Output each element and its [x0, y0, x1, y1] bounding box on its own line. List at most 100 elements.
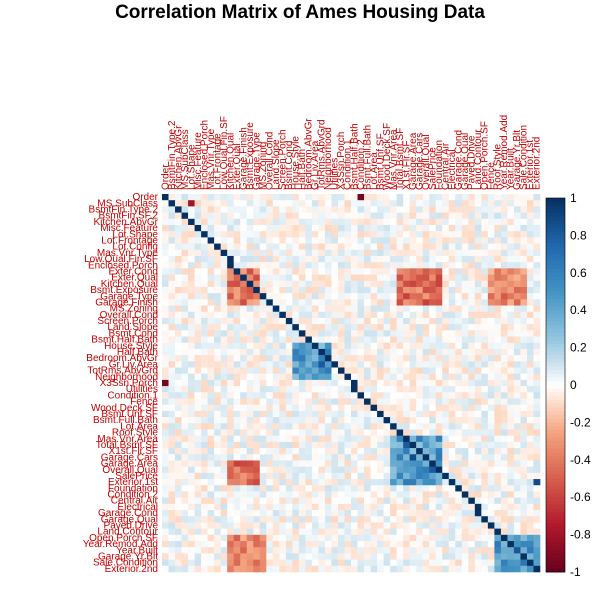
- heatmap-cell: [175, 361, 182, 368]
- heatmap-cell: [188, 237, 195, 244]
- heatmap-cell: [403, 206, 410, 213]
- heatmap-cell: [507, 522, 515, 529]
- heatmap-cell: [175, 547, 182, 554]
- heatmap-cell: [422, 311, 430, 319]
- heatmap-cell: [162, 541, 169, 548]
- heatmap-cell: [233, 448, 241, 455]
- heatmap-cell: [403, 194, 410, 201]
- heatmap-cell: [181, 479, 189, 486]
- heatmap-cell: [279, 218, 287, 226]
- heatmap-cell: [357, 194, 365, 201]
- heatmap-cell: [168, 218, 176, 226]
- heatmap-cell: [513, 342, 521, 350]
- heatmap-cell: [390, 466, 397, 474]
- heatmap-cell: [351, 497, 358, 505]
- colorbar-segment: [546, 523, 565, 528]
- heatmap-cell: [435, 224, 443, 232]
- heatmap-cell: [364, 373, 371, 381]
- heatmap-cell: [259, 423, 267, 430]
- heatmap-cell: [298, 503, 306, 511]
- heatmap-cell: [207, 410, 215, 418]
- heatmap-cell: [201, 497, 208, 505]
- heatmap-cell: [298, 522, 306, 529]
- heatmap-cell: [201, 460, 208, 467]
- heatmap-cell: [435, 441, 443, 449]
- heatmap-cell: [370, 423, 378, 430]
- heatmap-cell: [448, 497, 456, 505]
- heatmap-cell: [507, 448, 515, 455]
- heatmap-cell: [442, 373, 450, 381]
- heatmap-cell: [311, 249, 319, 257]
- heatmap-cell: [370, 491, 378, 498]
- heatmap-cell: [324, 534, 332, 542]
- heatmap-cell: [383, 541, 391, 548]
- heatmap-cell: [390, 386, 397, 393]
- heatmap-cell: [266, 342, 274, 350]
- heatmap-cell: [403, 237, 410, 244]
- heatmap-cell: [507, 547, 515, 554]
- heatmap-cell: [253, 528, 261, 536]
- heatmap-cell: [481, 330, 489, 337]
- heatmap-cell: [246, 485, 254, 492]
- heatmap-cell: [487, 280, 495, 288]
- heatmap-cell: [513, 255, 521, 263]
- heatmap-cell: [168, 194, 176, 201]
- heatmap-cell: [194, 404, 202, 412]
- heatmap-cell: [357, 410, 365, 418]
- heatmap-cell: [311, 404, 319, 412]
- heatmap-cell: [442, 541, 450, 548]
- heatmap-cell: [377, 429, 384, 436]
- heatmap-cell: [175, 410, 182, 418]
- colorbar-tick-label: -1: [570, 565, 581, 579]
- heatmap-cell: [344, 299, 352, 306]
- heatmap-cell: [526, 491, 534, 498]
- heatmap-cell: [474, 280, 482, 288]
- heatmap-cell: [194, 324, 202, 331]
- heatmap-cell: [233, 392, 241, 399]
- row-label: Lot.Area: [120, 421, 158, 432]
- heatmap-cell: [194, 305, 202, 313]
- heatmap-cell: [396, 243, 404, 251]
- heatmap-cell: [272, 503, 280, 511]
- heatmap-cell: [233, 206, 241, 213]
- heatmap-cell: [481, 212, 489, 220]
- heatmap-cell: [305, 355, 313, 362]
- heatmap-cell: [520, 565, 528, 573]
- heatmap-cell: [435, 262, 443, 269]
- heatmap-cell: [318, 355, 326, 362]
- heatmap-cell: [298, 299, 306, 306]
- heatmap-cell: [194, 348, 202, 356]
- heatmap-cell: [487, 262, 495, 269]
- heatmap-cell: [461, 392, 469, 399]
- colorbar-segment: [546, 362, 565, 367]
- heatmap-cell: [298, 342, 306, 350]
- heatmap-cell: [513, 373, 521, 381]
- heatmap-cell: [233, 237, 241, 244]
- heatmap-cell: [324, 274, 332, 282]
- heatmap-cell: [337, 218, 345, 226]
- heatmap-cell: [311, 262, 319, 269]
- heatmap-cell: [175, 274, 182, 282]
- heatmap-cell: [474, 553, 482, 560]
- heatmap-cell: [233, 348, 241, 356]
- heatmap-cell: [162, 497, 169, 505]
- heatmap-cell: [507, 194, 515, 201]
- heatmap-cell: [494, 553, 502, 560]
- heatmap-cell: [351, 212, 358, 220]
- row-label: Bedroom.AbvGr: [86, 353, 158, 364]
- heatmap-cell: [259, 528, 267, 536]
- heatmap-cell: [240, 392, 248, 399]
- heatmap-cell: [448, 379, 456, 387]
- colorbar-segment: [546, 411, 565, 416]
- heatmap-cell: [435, 212, 443, 220]
- heatmap-cell: [481, 280, 489, 288]
- heatmap-cell: [494, 472, 502, 480]
- colorbar-segment: [546, 317, 565, 322]
- heatmap-cell: [474, 212, 482, 220]
- heatmap-cell: [507, 460, 515, 467]
- heatmap-cell: [188, 268, 195, 275]
- heatmap-cell: [442, 305, 450, 313]
- heatmap-cell: [416, 200, 423, 207]
- heatmap-cell: [390, 305, 397, 313]
- heatmap-cell: [429, 435, 437, 443]
